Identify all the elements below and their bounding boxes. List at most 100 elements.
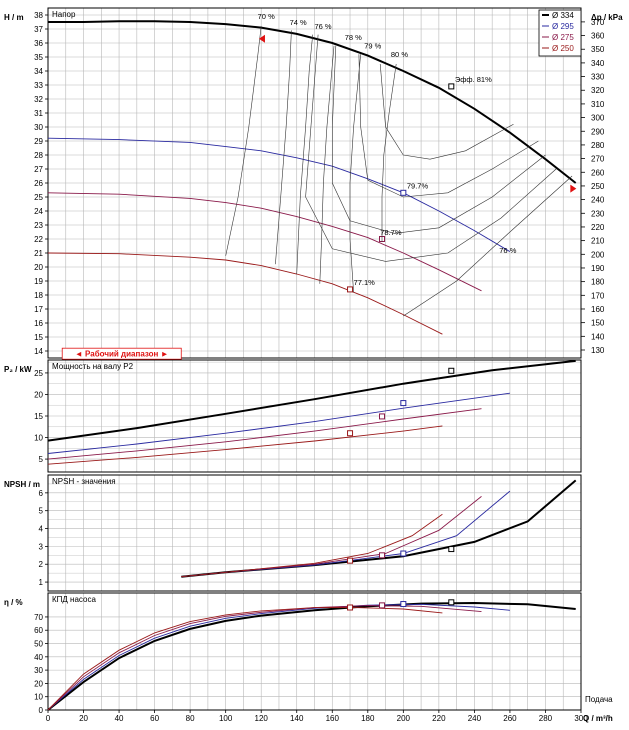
series-line-Ø295 — [47, 603, 510, 711]
efficiency-label: 78.7% — [380, 228, 402, 237]
panel-frame — [47, 474, 582, 592]
efficiency-label: 80 % — [391, 50, 408, 59]
panel-title: NPSH - значения — [52, 477, 116, 486]
efficiency-isoline — [296, 34, 313, 275]
efficiency-isoline — [319, 45, 335, 284]
x-tick-label: 240 — [468, 714, 482, 723]
efficiency-isoline — [275, 30, 292, 265]
y-right-tick-label: 130 — [591, 346, 605, 355]
series-line-Ø334 — [48, 20, 577, 184]
series-line-Ø275 — [47, 192, 482, 292]
panel-2 — [45, 474, 582, 592]
operating-point — [448, 83, 455, 90]
efficiency-label: 76 % — [315, 22, 332, 31]
y-tick-label: 22 — [34, 235, 43, 244]
series-line-Ø295 — [181, 490, 511, 578]
y-right-tick-label: 310 — [591, 100, 605, 109]
series-line-Ø250 — [47, 425, 443, 465]
operating-point — [448, 546, 455, 553]
efficiency-isoline — [331, 45, 546, 234]
y-tick-label: 35 — [34, 53, 43, 62]
range-label-box — [61, 347, 182, 360]
panel-3 — [45, 592, 582, 713]
series-line-Ø295 — [47, 137, 511, 252]
x-tick-label: 260 — [503, 714, 517, 723]
y-tick-label: 15 — [34, 333, 43, 342]
panel-title: Напор — [52, 10, 76, 19]
x-tick-label: 160 — [326, 714, 340, 723]
y-right-tick-label: 230 — [591, 209, 605, 218]
y-tick-label: 27 — [34, 165, 43, 174]
y-right-tick-label: 290 — [591, 127, 605, 136]
y-tick-label: 23 — [34, 221, 43, 230]
legend-entry: Ø 275 — [552, 33, 574, 42]
y-tick-label: 37 — [34, 25, 43, 34]
y-tick-label: 3 — [39, 542, 44, 551]
operating-point — [448, 599, 455, 606]
operating-point — [400, 601, 407, 608]
efficiency-isoline — [225, 26, 262, 256]
operating-point — [347, 430, 354, 437]
panel-frame — [47, 592, 582, 711]
y-tick-label: 2 — [39, 560, 44, 569]
efficiency-label: 76 % — [499, 246, 516, 255]
panel-1 — [45, 359, 582, 473]
y-tick-label: 33 — [34, 81, 43, 90]
x-tick-label: 40 — [115, 714, 124, 723]
efficiency-label: 74 % — [290, 18, 307, 27]
y-tick-label: 38 — [34, 11, 43, 20]
x-tick-label: 80 — [186, 714, 195, 723]
y-tick-label: 60 — [34, 626, 43, 635]
y-tick-label: 20 — [34, 390, 43, 399]
y-tick-label: 32 — [34, 95, 43, 104]
y-tick-label: 30 — [34, 123, 43, 132]
y-tick-label: 14 — [34, 347, 43, 356]
operating-point — [400, 189, 407, 196]
operating-point — [347, 604, 354, 611]
panel-title: КПД насоса — [52, 595, 96, 604]
efficiency-isoline — [349, 54, 361, 293]
y-right-tick-label: 270 — [591, 155, 605, 164]
series-line-Ø275 — [47, 605, 482, 711]
y-right-tick-label: 190 — [591, 264, 605, 273]
y-right-tick-label: 300 — [591, 114, 605, 123]
x-tick-label: 60 — [150, 714, 159, 723]
series-line-Ø275 — [47, 408, 482, 460]
y-tick-label: 70 — [34, 613, 43, 622]
y-right-tick-label: 250 — [591, 182, 605, 191]
y-right-axis-label: Δp / kPa — [591, 13, 623, 22]
y-tick-label: 10 — [34, 693, 43, 702]
y-tick-label: 36 — [34, 39, 43, 48]
x-axis-label: Q / m³/h — [583, 714, 613, 723]
y-right-tick-label: 200 — [591, 250, 605, 259]
panel-title: Мощность на валу P2 — [52, 362, 134, 371]
operating-point — [347, 557, 354, 564]
y-tick-label: 21 — [34, 249, 43, 258]
legend-entry: Ø 250 — [552, 44, 574, 53]
y-tick-label: 50 — [34, 640, 43, 649]
x-tick-label: 180 — [361, 714, 375, 723]
y-right-tick-label: 350 — [591, 45, 605, 54]
y-right-tick-label: 170 — [591, 291, 605, 300]
x-tick-label: 20 — [79, 714, 88, 723]
y-tick-label: 28 — [34, 151, 43, 160]
y-right-tick-label: 280 — [591, 141, 605, 150]
range-start-marker — [258, 34, 265, 43]
y-tick-label: 20 — [34, 263, 43, 272]
y-tick-label: 17 — [34, 305, 43, 314]
x-tick-label: 120 — [255, 714, 269, 723]
efficiency-isoline — [403, 175, 573, 317]
y-axis-label: P₂ / kW — [4, 365, 32, 374]
efficiency-isoline — [305, 34, 557, 262]
x-tick-label: 220 — [432, 714, 446, 723]
y-right-tick-label: 330 — [591, 73, 605, 82]
y-tick-label: 1 — [39, 578, 44, 587]
y-tick-label: 5 — [39, 455, 44, 464]
legend-entry: Ø 295 — [552, 22, 574, 31]
series-line-Ø250 — [47, 606, 443, 711]
efficiency-isoline — [358, 54, 539, 198]
range-end-marker — [570, 184, 577, 193]
efficiency-isoline — [381, 63, 397, 242]
efficiency-label: 79 % — [364, 42, 381, 51]
